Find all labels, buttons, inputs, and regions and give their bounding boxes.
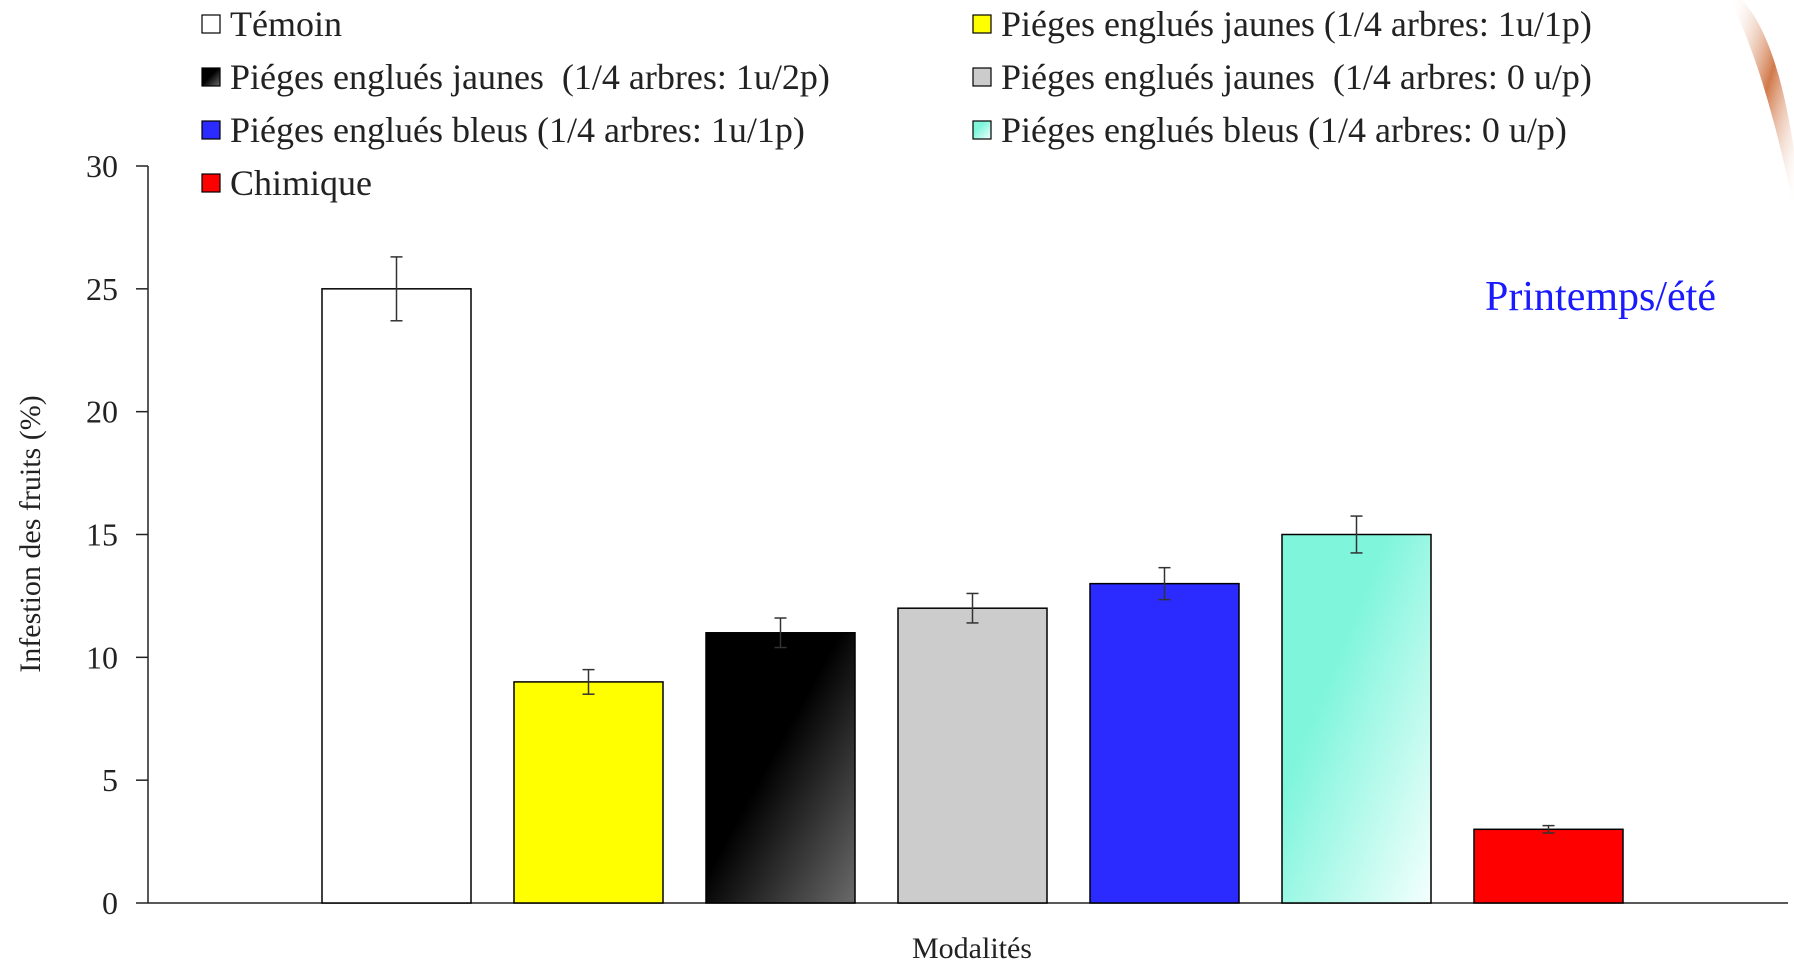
decorative-swoosh — [1730, 0, 1794, 210]
y-tick-label: 0 — [102, 885, 118, 921]
legend-swatch — [972, 120, 992, 140]
bars — [321, 288, 1624, 904]
bar — [705, 632, 856, 904]
legend-swatch — [201, 67, 221, 87]
y-tick-label: 10 — [86, 639, 118, 675]
legend-label: Piéges englués bleus (1/4 arbres: 1u/1p) — [230, 110, 805, 150]
legend-swatch — [201, 120, 221, 140]
legend-swatch — [201, 14, 221, 34]
bar — [1281, 533, 1432, 904]
legend-label: Chimique — [230, 163, 372, 203]
bar — [897, 607, 1048, 904]
y-axis-title: Infestion des fruits (%) — [14, 395, 47, 672]
legend-swatch — [972, 14, 992, 34]
legend: Témoin Piéges englués jaunes (1/4 arbres:… — [201, 4, 1592, 203]
legend-label: Témoin — [230, 4, 342, 44]
bar — [321, 288, 472, 904]
error-bars — [390, 256, 1555, 834]
bar — [1089, 582, 1240, 904]
y-ticks: 0 5 10 15 20 25 30 — [86, 148, 148, 921]
bar — [1473, 828, 1624, 904]
y-tick-label: 30 — [86, 148, 118, 184]
bar — [513, 681, 664, 904]
y-tick-label: 25 — [86, 271, 118, 307]
legend-label: Piéges englués jaunes (1/4 arbres: 1u/2p… — [230, 57, 830, 97]
legend-swatch — [972, 67, 992, 87]
y-tick-label: 20 — [86, 394, 118, 430]
season-annotation: Printemps/été — [1485, 274, 1716, 320]
x-axis-title: Modalités — [912, 932, 1032, 965]
legend-label: Piéges englués jaunes (1/4 arbres: 1u/1p… — [1001, 4, 1592, 44]
legend-swatch — [201, 173, 221, 193]
legend-label: Piéges englués jaunes (1/4 arbres: 0 u/p… — [1001, 57, 1592, 97]
legend-label: Piéges englués bleus (1/4 arbres: 0 u/p) — [1001, 110, 1567, 150]
y-tick-label: 5 — [102, 762, 118, 798]
y-tick-label: 15 — [86, 517, 118, 553]
